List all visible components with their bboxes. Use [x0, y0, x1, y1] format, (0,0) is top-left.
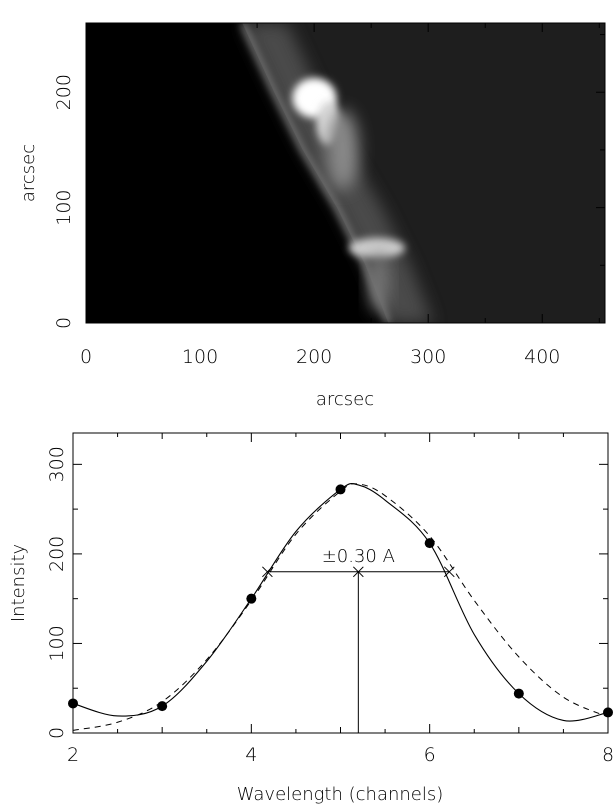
- data-point: [513, 688, 524, 699]
- x-tick-label: 2: [67, 744, 79, 766]
- y-tick-label: 200: [46, 536, 68, 572]
- x-tick-label: 100: [182, 346, 218, 368]
- data-point: [603, 707, 613, 718]
- data-point: [424, 538, 435, 549]
- data-point: [68, 698, 78, 709]
- data-point: [246, 593, 257, 604]
- top-xlabel: arcsec: [316, 389, 374, 410]
- bottom-ylabel: Intensity: [8, 544, 29, 622]
- x-tick-label: 6: [424, 744, 436, 766]
- y-tick-label: 100: [46, 625, 68, 661]
- solid-fit-line: [72, 482, 609, 722]
- image-frame: [85, 22, 606, 324]
- fwhm-end-marker: [443, 566, 455, 578]
- dashed-fit-line: [72, 483, 609, 731]
- plot-panel: 2 4 6 8 0 100 200 300: [46, 432, 614, 766]
- x-tick-label: 8: [602, 744, 614, 766]
- bottom-xlabel: Wavelength (channels): [237, 784, 444, 805]
- x-tick-label: 400: [524, 346, 560, 368]
- y-tick-label: 100: [53, 189, 75, 225]
- y-tick-label: 0: [46, 727, 68, 739]
- x-tick-label: 300: [410, 346, 446, 368]
- y-tick-label: 200: [53, 74, 75, 110]
- y-tick-label: 0: [53, 317, 75, 329]
- fwhm-annotation: ±0.30 A: [322, 546, 395, 567]
- y-tick-label: 300: [46, 446, 68, 482]
- x-tick-label: 200: [296, 346, 332, 368]
- image-panel: 0 100 200 300 400 0 100 200: [53, 22, 606, 368]
- plot-frame: [72, 432, 609, 734]
- prominence-low: [348, 238, 405, 258]
- top-ylabel: arcsec: [18, 144, 39, 202]
- data-point: [335, 484, 346, 495]
- x-tick-label: 4: [245, 744, 257, 766]
- fwhm-end-marker: [262, 566, 273, 578]
- data-point: [157, 701, 168, 712]
- center-marker: [352, 566, 364, 578]
- prominence-middle: [326, 109, 359, 190]
- x-tick-label: 0: [80, 346, 92, 368]
- prominence-base: [368, 253, 389, 313]
